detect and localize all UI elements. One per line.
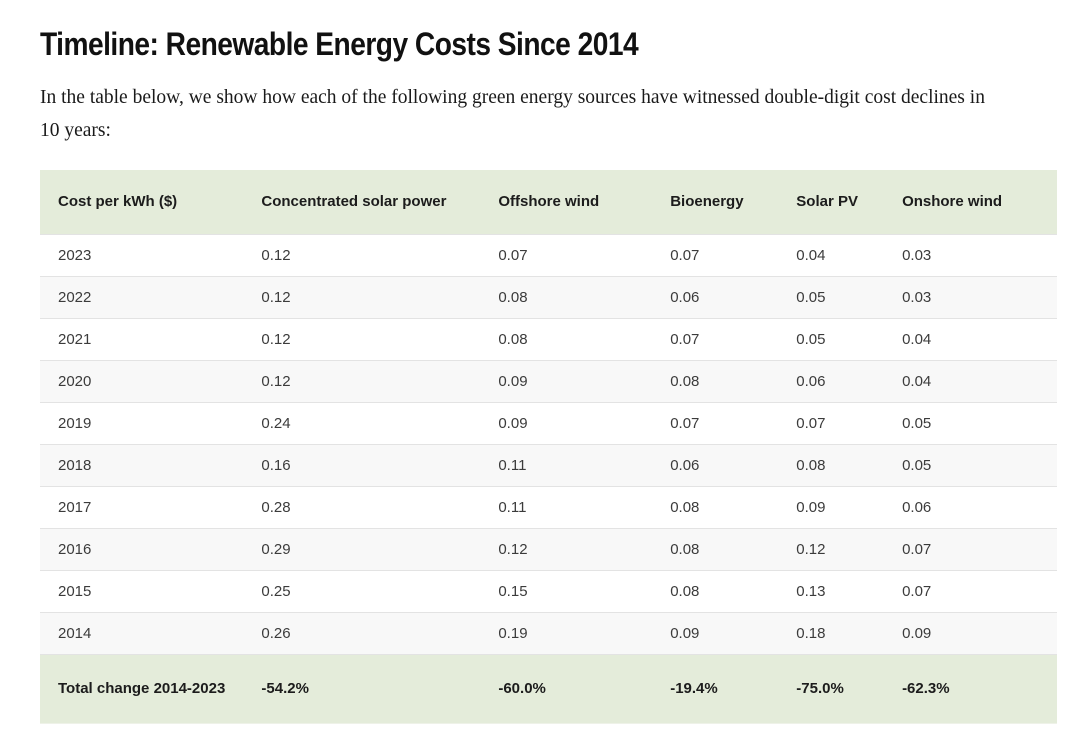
total-change-row: Total change 2014-2023 -54.2% -60.0% -19…	[40, 653, 1057, 723]
value-cell: 0.07	[884, 527, 1057, 570]
value-cell: 0.18	[778, 611, 885, 654]
value-cell: 0.05	[884, 443, 1057, 486]
value-cell: 0.12	[480, 527, 653, 570]
year-cell: 2016	[40, 527, 244, 570]
intro-paragraph: In the table below, we show how each of …	[40, 87, 985, 141]
total-change-value: -19.4%	[652, 653, 779, 723]
year-cell: 2022	[40, 275, 244, 318]
table-row-2023: 2023 0.12 0.07 0.07 0.04 0.03	[40, 233, 1057, 276]
value-cell: 0.12	[243, 359, 481, 402]
value-cell: 0.06	[778, 359, 885, 402]
energy-cost-table: Cost per kWh ($) Concentrated solar powe…	[40, 170, 1057, 724]
value-cell: 0.03	[884, 233, 1057, 276]
header-cell-bioenergy: Bioenergy	[652, 170, 779, 234]
value-cell: 0.12	[243, 275, 481, 318]
table-row-2016: 2016 0.29 0.12 0.08 0.12 0.07	[40, 527, 1057, 570]
value-cell: 0.07	[884, 569, 1057, 612]
value-cell: 0.15	[480, 569, 653, 612]
total-change-value: -60.0%	[480, 653, 653, 723]
value-cell: 0.05	[778, 317, 885, 360]
value-cell: 0.08	[652, 359, 779, 402]
year-cell: 2015	[40, 569, 244, 612]
value-cell: 0.08	[652, 527, 779, 570]
table-header-row: Cost per kWh ($) Concentrated solar powe…	[40, 170, 1057, 234]
value-cell: 0.04	[778, 233, 885, 276]
total-change-value: -75.0%	[778, 653, 885, 723]
value-cell: 0.08	[480, 317, 653, 360]
year-cell: 2019	[40, 401, 244, 444]
year-cell: 2020	[40, 359, 244, 402]
value-cell: 0.16	[243, 443, 481, 486]
value-cell: 0.13	[778, 569, 885, 612]
table-row-2021: 2021 0.12 0.08 0.07 0.05 0.04	[40, 317, 1057, 360]
value-cell: 0.07	[480, 233, 653, 276]
value-cell: 0.24	[243, 401, 481, 444]
year-cell: 2014	[40, 611, 244, 654]
value-cell: 0.25	[243, 569, 481, 612]
header-cell-concentrated-solar: Concentrated solar power	[243, 170, 481, 234]
header-cell-solar-pv: Solar PV	[778, 170, 885, 234]
table-row-2015: 2015 0.25 0.15 0.08 0.13 0.07	[40, 569, 1057, 612]
value-cell: 0.12	[778, 527, 885, 570]
value-cell: 0.08	[778, 443, 885, 486]
value-cell: 0.12	[243, 317, 481, 360]
value-cell: 0.26	[243, 611, 481, 654]
value-cell: 0.05	[884, 401, 1057, 444]
value-cell: 0.09	[480, 359, 653, 402]
year-cell: 2021	[40, 317, 244, 360]
header-cell-offshore-wind: Offshore wind	[480, 170, 653, 234]
table-row-2014: 2014 0.26 0.19 0.09 0.18 0.09	[40, 611, 1057, 654]
total-change-label: Total change 2014-2023	[40, 653, 244, 723]
year-cell: 2017	[40, 485, 244, 528]
table-row-2017: 2017 0.28 0.11 0.08 0.09 0.06	[40, 485, 1057, 528]
header-cell-onshore-wind: Onshore wind	[884, 170, 1057, 234]
value-cell: 0.28	[243, 485, 481, 528]
article-page: Timeline: Renewable Energy Costs Since 2…	[40, 26, 1057, 724]
value-cell: 0.07	[778, 401, 885, 444]
value-cell: 0.12	[243, 233, 481, 276]
header-cell-cost-per-kwh: Cost per kWh ($)	[40, 170, 244, 234]
value-cell: 0.09	[652, 611, 779, 654]
value-cell: 0.08	[652, 569, 779, 612]
value-cell: 0.08	[480, 275, 653, 318]
year-cell: 2018	[40, 443, 244, 486]
value-cell: 0.06	[652, 443, 779, 486]
value-cell: 0.11	[480, 443, 653, 486]
table-row-2022: 2022 0.12 0.08 0.06 0.05 0.03	[40, 275, 1057, 318]
total-change-value: -62.3%	[884, 653, 1057, 723]
value-cell: 0.07	[652, 317, 779, 360]
total-change-value: -54.2%	[243, 653, 481, 723]
year-cell: 2023	[40, 233, 244, 276]
value-cell: 0.06	[884, 485, 1057, 528]
value-cell: 0.09	[480, 401, 653, 444]
value-cell: 0.07	[652, 401, 779, 444]
page-title: Timeline: Renewable Energy Costs Since 2…	[40, 26, 639, 62]
value-cell: 0.08	[652, 485, 779, 528]
value-cell: 0.04	[884, 359, 1057, 402]
value-cell: 0.06	[652, 275, 779, 318]
value-cell: 0.04	[884, 317, 1057, 360]
value-cell: 0.05	[778, 275, 885, 318]
value-cell: 0.03	[884, 275, 1057, 318]
value-cell: 0.11	[480, 485, 653, 528]
value-cell: 0.19	[480, 611, 653, 654]
value-cell: 0.07	[652, 233, 779, 276]
value-cell: 0.09	[778, 485, 885, 528]
table-row-2019: 2019 0.24 0.09 0.07 0.07 0.05	[40, 401, 1057, 444]
table-row-2018: 2018 0.16 0.11 0.06 0.08 0.05	[40, 443, 1057, 486]
value-cell: 0.29	[243, 527, 481, 570]
table-row-2020: 2020 0.12 0.09 0.08 0.06 0.04	[40, 359, 1057, 402]
value-cell: 0.09	[884, 611, 1057, 654]
